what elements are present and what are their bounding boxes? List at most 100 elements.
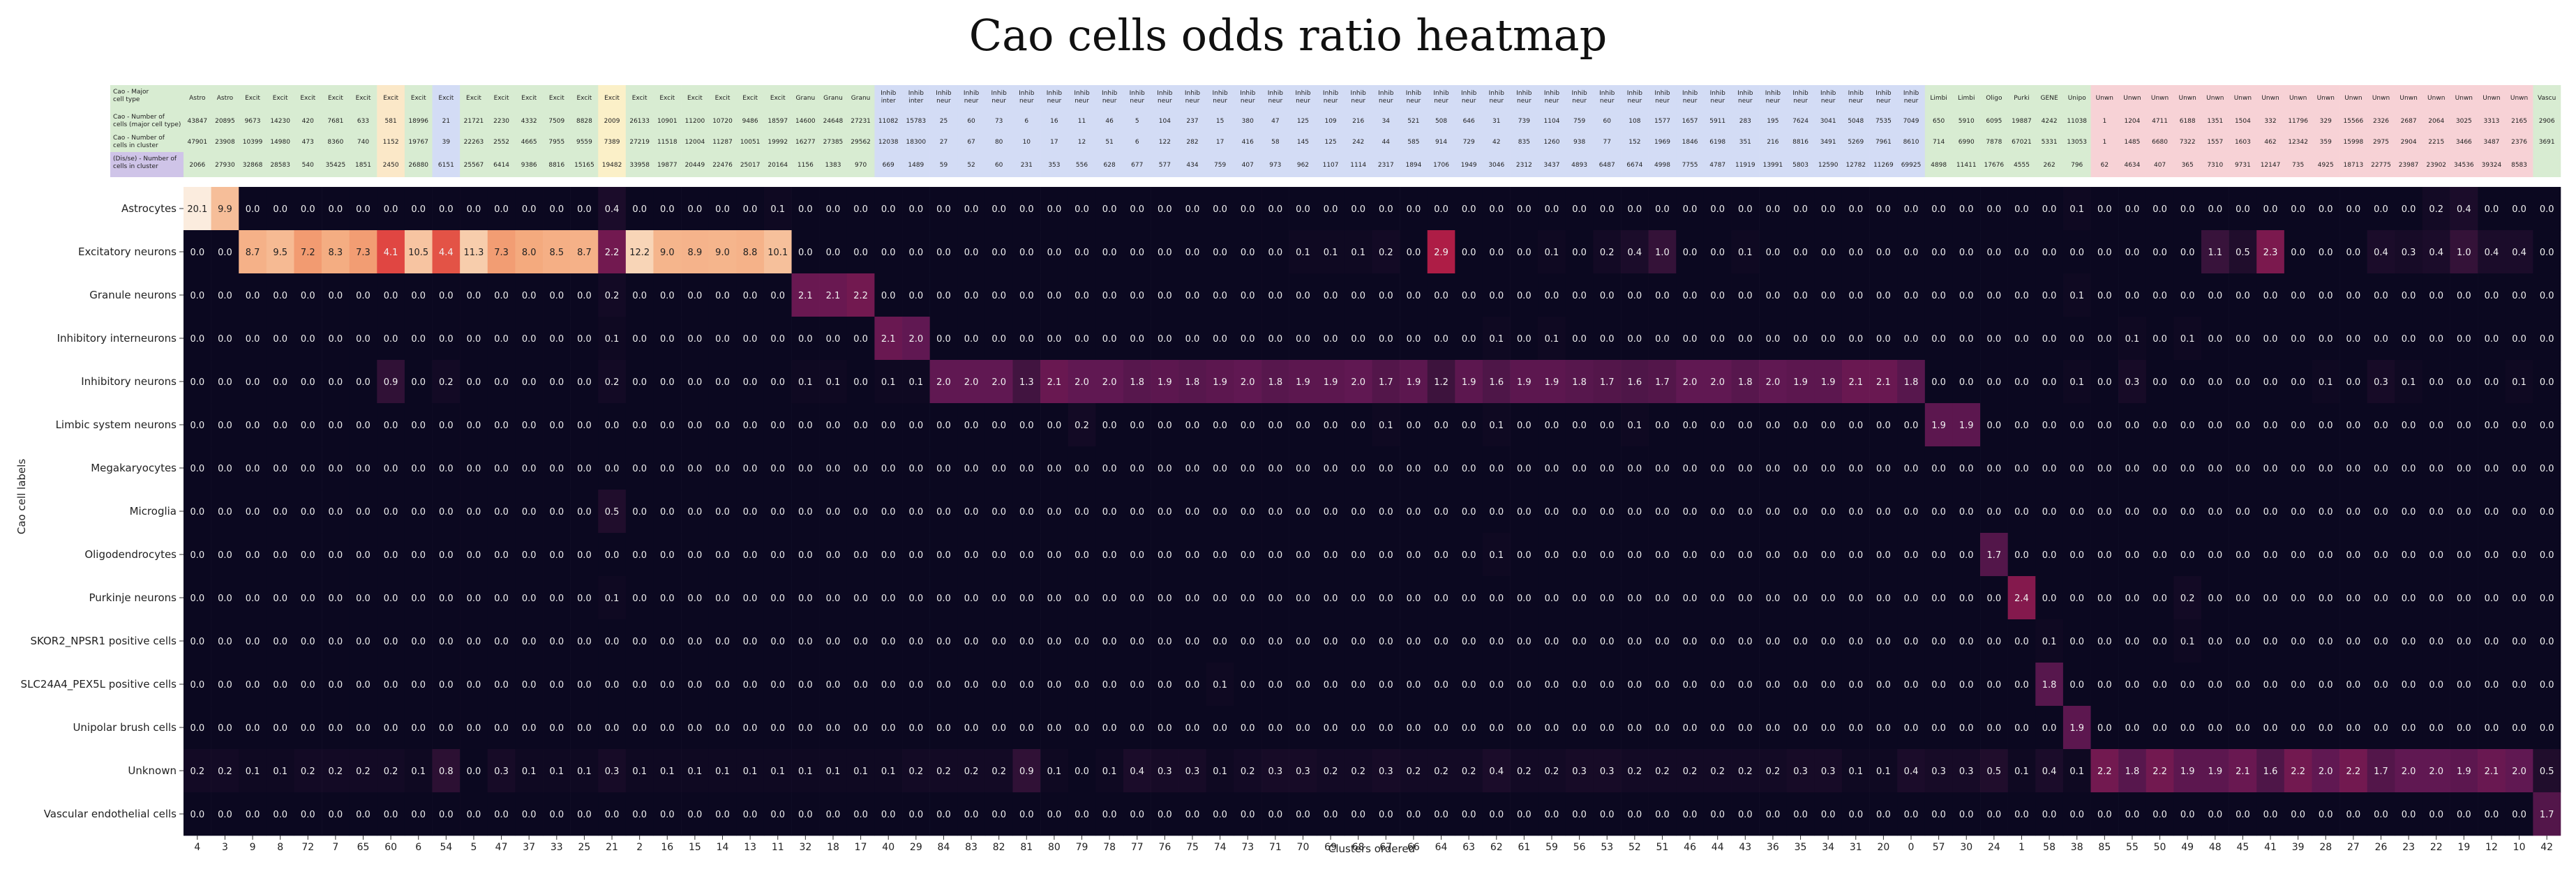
cell-value-label: 0.0 — [273, 680, 287, 690]
cell-value-label: 2.2 — [605, 248, 620, 258]
header-cell-text: 145 — [1297, 139, 1309, 146]
cell-value-label: 0.0 — [356, 421, 370, 431]
cell-value-label: 0.0 — [2042, 810, 2057, 820]
cell-value-label: 1.9 — [1296, 377, 1310, 388]
header-cell — [2201, 131, 2229, 152]
header-label-bg — [110, 110, 184, 131]
header-cell — [2256, 110, 2285, 131]
header-cell — [2007, 152, 2036, 177]
cell-value-label: 0.0 — [1572, 464, 1587, 474]
cell-value-label: 0.0 — [991, 204, 1006, 215]
header-cell — [2201, 110, 2229, 131]
cell-value-label: 0.0 — [301, 550, 315, 561]
cell-value-label: 0.0 — [301, 637, 315, 647]
cell-value-label: 0.0 — [2291, 464, 2305, 474]
x-tick-label: 16 — [661, 842, 673, 853]
x-tick-label: 82 — [993, 842, 1005, 853]
y-tick-label: Excitatory neurons — [78, 246, 177, 258]
cell-value-label: 0.0 — [1959, 594, 1974, 604]
cell-value-label: 0.0 — [2319, 810, 2333, 820]
header-cell-text: 1577 — [1654, 118, 1670, 125]
cell-value-label: 0.0 — [1324, 637, 1338, 647]
cell-value-label: 1.7 — [1379, 377, 1393, 388]
cell-value-label: 0.0 — [1987, 680, 2002, 690]
header-cell-text: 4925 — [2318, 162, 2334, 169]
heatmap-cell — [294, 230, 322, 274]
cell-value-label: 0.0 — [494, 810, 509, 820]
cell-value-label: 0.0 — [1296, 334, 1310, 345]
header-cell-text: 714 — [1933, 139, 1945, 146]
cell-value-label: 0.0 — [1407, 637, 1421, 647]
cell-value-label: 0.0 — [1600, 204, 1615, 215]
cell-value-label: 0.0 — [1628, 680, 1642, 690]
header-cell-text: 556 — [1076, 162, 1088, 169]
cell-value-label: 0.0 — [467, 334, 481, 345]
cell-value-label: 0.0 — [2291, 248, 2305, 258]
header-cell-text: 729 — [1463, 139, 1475, 146]
cell-value-label: 0.0 — [190, 810, 204, 820]
cell-value-label: 0.0 — [356, 723, 370, 734]
cell-value-label: 0.1 — [853, 766, 868, 777]
heatmap-cell — [1455, 187, 1483, 231]
header-cell-text: 7961 — [1875, 139, 1892, 146]
header-cell — [487, 85, 516, 110]
header-cell-text: 22775 — [2371, 162, 2391, 169]
cell-value-label: 0.0 — [853, 377, 868, 388]
cell-value-label: 0.0 — [991, 723, 1006, 734]
cell-value-label: 0.0 — [218, 248, 232, 258]
cell-value-label: 0.0 — [2263, 594, 2278, 604]
cell-value-label: 1.8 — [1268, 377, 1282, 388]
header-cell-text: Unwn — [2455, 95, 2473, 102]
cell-value-label: 0.1 — [2014, 766, 2029, 777]
cell-value-label: 0.0 — [743, 680, 758, 690]
header-cell-text: 4711 — [2152, 118, 2168, 125]
cell-value-label: 0.0 — [2263, 810, 2278, 820]
cell-value-label: 0.0 — [2319, 334, 2333, 345]
cell-value-label: 0.0 — [2402, 204, 2416, 215]
cell-value-label: 0.0 — [549, 723, 564, 734]
cell-value-label: 1.8 — [1904, 377, 1919, 388]
cell-value-label: 0.0 — [1019, 507, 1034, 518]
cell-value-label: 0.0 — [467, 550, 481, 561]
cell-value-label: 0.0 — [1074, 334, 1089, 345]
cell-value-label: 8.3 — [329, 248, 343, 258]
cell-value-label: 0.0 — [964, 291, 979, 301]
cell-value-label: 0.0 — [2208, 550, 2222, 561]
cell-value-label: 0.0 — [798, 680, 813, 690]
cell-value-label: 0.1 — [2069, 204, 2084, 215]
cell-value-label: 0.0 — [770, 550, 785, 561]
heatmap-cell — [2229, 187, 2257, 231]
header-cell — [2367, 110, 2395, 131]
header-cell — [570, 85, 599, 110]
cell-value-label: 0.0 — [1102, 421, 1117, 431]
header-cell-text: 14980 — [270, 139, 290, 146]
cell-value-label: 0.0 — [1324, 507, 1338, 518]
cell-value-label: 0.1 — [1738, 248, 1753, 258]
x-tick-label: 59 — [1545, 842, 1558, 853]
header-cell — [377, 110, 405, 131]
cell-value-label: 0.0 — [798, 550, 813, 561]
cell-value-label: 0.0 — [439, 680, 454, 690]
header-cell-text: Unwn — [2123, 95, 2141, 102]
cell-value-label: 0.0 — [494, 377, 509, 388]
heatmap-cell — [1427, 187, 1455, 231]
cell-value-label: 0.0 — [688, 507, 703, 518]
cell-value-label: 0.0 — [356, 377, 370, 388]
cell-value-label: 0.0 — [2042, 550, 2057, 561]
header-cell-text: 39324 — [2482, 162, 2502, 169]
header-cell-text: Excit — [742, 95, 758, 102]
header-cell-text: neur — [1130, 98, 1144, 105]
cell-value-label: 0.0 — [1738, 464, 1753, 474]
cell-value-label: 0.0 — [549, 464, 564, 474]
cell-value-label: 0.0 — [660, 723, 675, 734]
cell-value-label: 0.0 — [605, 421, 620, 431]
cell-value-label: 0.0 — [1102, 248, 1117, 258]
header-cell — [1952, 152, 1981, 177]
header-row-label: cells in cluster — [113, 163, 158, 170]
cell-value-label: 0.0 — [715, 204, 730, 215]
cell-value-label: 0.0 — [1324, 204, 1338, 215]
cell-value-label: 0.0 — [1738, 334, 1753, 345]
cell-value-label: 0.0 — [2540, 464, 2554, 474]
cell-value-label: 2.2 — [2152, 766, 2167, 777]
cell-value-label: 0.0 — [964, 550, 979, 561]
